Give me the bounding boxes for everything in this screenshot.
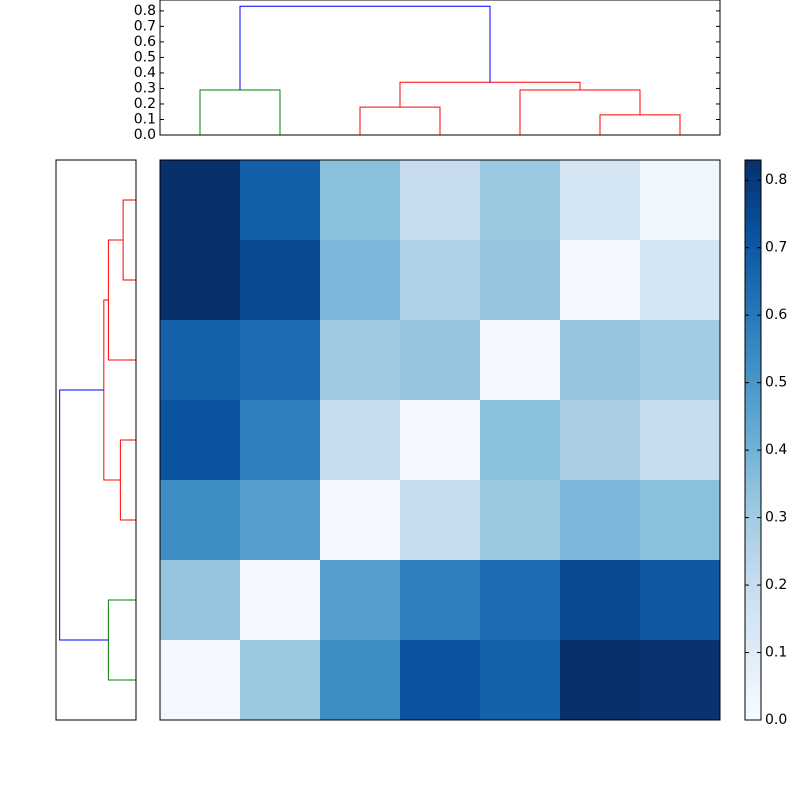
heatmap-cell	[160, 400, 240, 480]
heatmap-cell	[560, 160, 640, 240]
heatmap-cell	[320, 160, 400, 240]
axes-frame	[159, 159, 721, 721]
heatmap-cell	[320, 480, 400, 560]
dendrogram-link	[519, 89, 641, 135]
heatmap-cell	[480, 480, 560, 560]
heatmap-cell	[320, 400, 400, 480]
colorbar-tick-label: 0.7	[765, 240, 787, 256]
y-tick-label: 0.1	[134, 111, 156, 127]
dendrogram-link	[103, 299, 121, 481]
heatmap-cell	[400, 640, 480, 720]
dendrogram-link	[599, 114, 681, 135]
heatmap-cell	[400, 400, 480, 480]
y-tick-label: 0.5	[134, 49, 156, 65]
heatmap-cell	[560, 480, 640, 560]
heatmap-cell	[160, 320, 240, 400]
dendrogram-link	[359, 106, 441, 135]
dendrogram-link	[199, 89, 281, 135]
y-tick-label: 0.6	[134, 34, 156, 50]
heatmap-cell	[400, 560, 480, 640]
heatmap-cell	[240, 560, 320, 640]
heatmap-cell	[640, 400, 720, 480]
colorbar-tick-label: 0.4	[765, 442, 787, 458]
colorbar-tick-label: 0.0	[765, 712, 787, 728]
dendrogram-link	[399, 81, 581, 108]
heatmap-cell	[640, 240, 720, 320]
dendrogram-link	[239, 5, 491, 90]
y-tick-label: 0.4	[134, 65, 156, 81]
heatmap-cell	[320, 640, 400, 720]
heatmap-cell	[560, 320, 640, 400]
heatmap-cell	[160, 480, 240, 560]
heatmap-cell	[640, 480, 720, 560]
dendrogram-link	[122, 199, 136, 281]
colorbar-tick-label: 0.8	[765, 172, 787, 188]
heatmap-cell	[560, 400, 640, 480]
heatmap-cell	[480, 640, 560, 720]
heatmap-cell	[480, 160, 560, 240]
colorbar-tick-label: 0.3	[765, 510, 787, 526]
heatmap-cell	[240, 400, 320, 480]
colorbar	[744, 159, 762, 721]
heatmap-cell	[480, 240, 560, 320]
y-tick-label: 0.2	[134, 96, 156, 112]
heatmap-cell	[240, 160, 320, 240]
dendrogram-link	[59, 389, 109, 641]
heatmap-cell	[640, 640, 720, 720]
heatmap-cell	[320, 320, 400, 400]
heatmap-cell	[640, 160, 720, 240]
y-tick-label: 0.0	[134, 127, 156, 143]
axes-frame	[55, 159, 137, 721]
heatmap-cell	[400, 240, 480, 320]
heatmap-cell	[560, 640, 640, 720]
heatmap-cell	[240, 640, 320, 720]
heatmap-cell	[160, 160, 240, 240]
heatmap-cell	[480, 400, 560, 480]
y-tick-label: 0.8	[134, 3, 156, 19]
colorbar-tick-label: 0.5	[765, 375, 787, 391]
dendrogram-link	[107, 599, 136, 681]
axes-frame	[159, 0, 721, 136]
y-tick-label: 0.7	[134, 18, 156, 34]
heatmap-cell	[560, 560, 640, 640]
heatmap-cell	[560, 240, 640, 320]
heatmap-cell	[480, 320, 560, 400]
heatmap-cell	[640, 560, 720, 640]
y-tick-label: 0.3	[134, 80, 156, 96]
heatmap-cell	[480, 560, 560, 640]
heatmap-cell	[160, 240, 240, 320]
dendrogram-link	[107, 239, 136, 361]
heatmap-cell	[320, 560, 400, 640]
heatmap-cell	[400, 160, 480, 240]
colorbar-tick-label: 0.6	[765, 307, 787, 323]
heatmap-cell	[240, 480, 320, 560]
colorbar-tick-label: 0.2	[765, 577, 787, 593]
heatmap-cell	[160, 640, 240, 720]
heatmap-cell	[240, 320, 320, 400]
heatmap-cell	[160, 560, 240, 640]
colorbar-tick-label: 0.1	[765, 645, 787, 661]
heatmap-cell	[240, 240, 320, 320]
heatmap-cell	[400, 480, 480, 560]
heatmap-cell	[320, 240, 400, 320]
heatmap-cell	[400, 320, 480, 400]
heatmap-cell	[640, 320, 720, 400]
dendrogram-link	[119, 439, 136, 521]
